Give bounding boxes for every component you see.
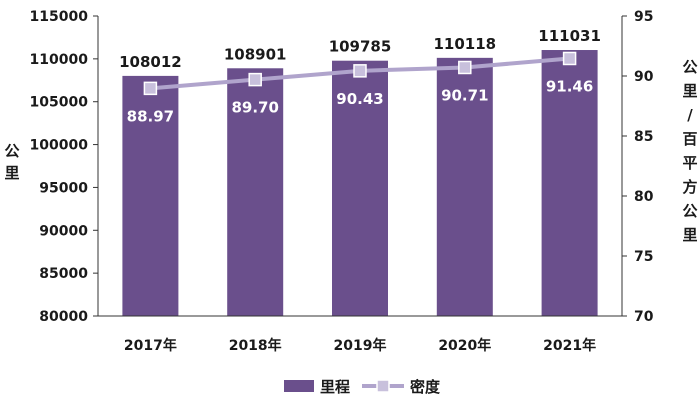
bar-value-label-1: 108901	[224, 45, 287, 63]
density-marker-2	[353, 64, 367, 78]
density-value-label-2: 90.43	[336, 90, 383, 108]
right-tick-label: 85	[634, 129, 653, 145]
left-tick-label: 115000	[30, 9, 89, 25]
density-value-label-1: 89.70	[231, 99, 278, 117]
left-tick-label: 90000	[39, 223, 88, 239]
left-tick-label: 110000	[30, 52, 89, 68]
left-axis: 80000 85000 90000 95000 100000 105000 110000 11…	[30, 9, 99, 325]
legend-bar-label: 里程	[320, 378, 350, 396]
bar-4	[541, 50, 598, 317]
density-marker-3	[458, 60, 472, 75]
right-tick-label: 90	[634, 69, 654, 85]
density-marker-4	[562, 51, 577, 66]
bar-0	[122, 75, 179, 316]
right-tick-label: 75	[634, 249, 653, 265]
x-tick-label-1: 2018年	[229, 337, 282, 354]
legend-line-marker	[376, 379, 390, 393]
density-marker-0	[143, 81, 158, 96]
density-value-label-4: 91.46	[546, 77, 593, 95]
legend-bar-swatch	[284, 380, 314, 392]
bars	[122, 50, 598, 317]
density-value-label-0: 88.97	[127, 107, 174, 125]
x-tick-label-0: 2017年	[124, 337, 177, 354]
bar-value-label-2: 109785	[329, 38, 392, 56]
density-line-series	[143, 51, 577, 96]
bar-1	[227, 68, 284, 316]
bar-value-label-4: 111031	[538, 27, 601, 45]
left-tick-label: 100000	[30, 138, 89, 154]
left-tick-label: 105000	[30, 95, 89, 111]
x-tick-label-4: 2021年	[543, 337, 596, 354]
density-marker-1	[248, 72, 262, 87]
bar-2	[332, 60, 388, 317]
right-tick-label: 80	[634, 189, 654, 205]
bar-value-label-3: 110118	[433, 35, 496, 53]
left-axis-title: 公里	[4, 142, 19, 182]
legend-line-label: 密度	[410, 378, 441, 396]
x-axis: 2017年 2018年 2019年 2020年 2021年	[98, 315, 622, 354]
legend: 里程 密度	[284, 378, 441, 396]
density-value-label-3: 90.71	[441, 86, 488, 104]
right-tick-label: 70	[634, 309, 654, 325]
bar-3	[436, 57, 493, 317]
x-tick-label-2: 2019年	[334, 337, 387, 354]
axis-titles: 公里 公里/百平方公里	[4, 58, 697, 244]
left-tick-label: 80000	[39, 309, 88, 325]
right-axis-title: 公里/百平方公里	[682, 58, 697, 244]
x-tick-label-3: 2020年	[438, 337, 491, 354]
right-axis: 70 75 80 85 90 95	[621, 9, 654, 325]
right-tick-label: 95	[634, 9, 653, 25]
bar-value-label-0: 108012	[119, 53, 182, 71]
data-labels: 108012 108901 109785 110118 111031 88.97 89.70…	[119, 27, 601, 125]
left-tick-label: 95000	[39, 180, 88, 196]
left-tick-label: 85000	[39, 266, 88, 282]
